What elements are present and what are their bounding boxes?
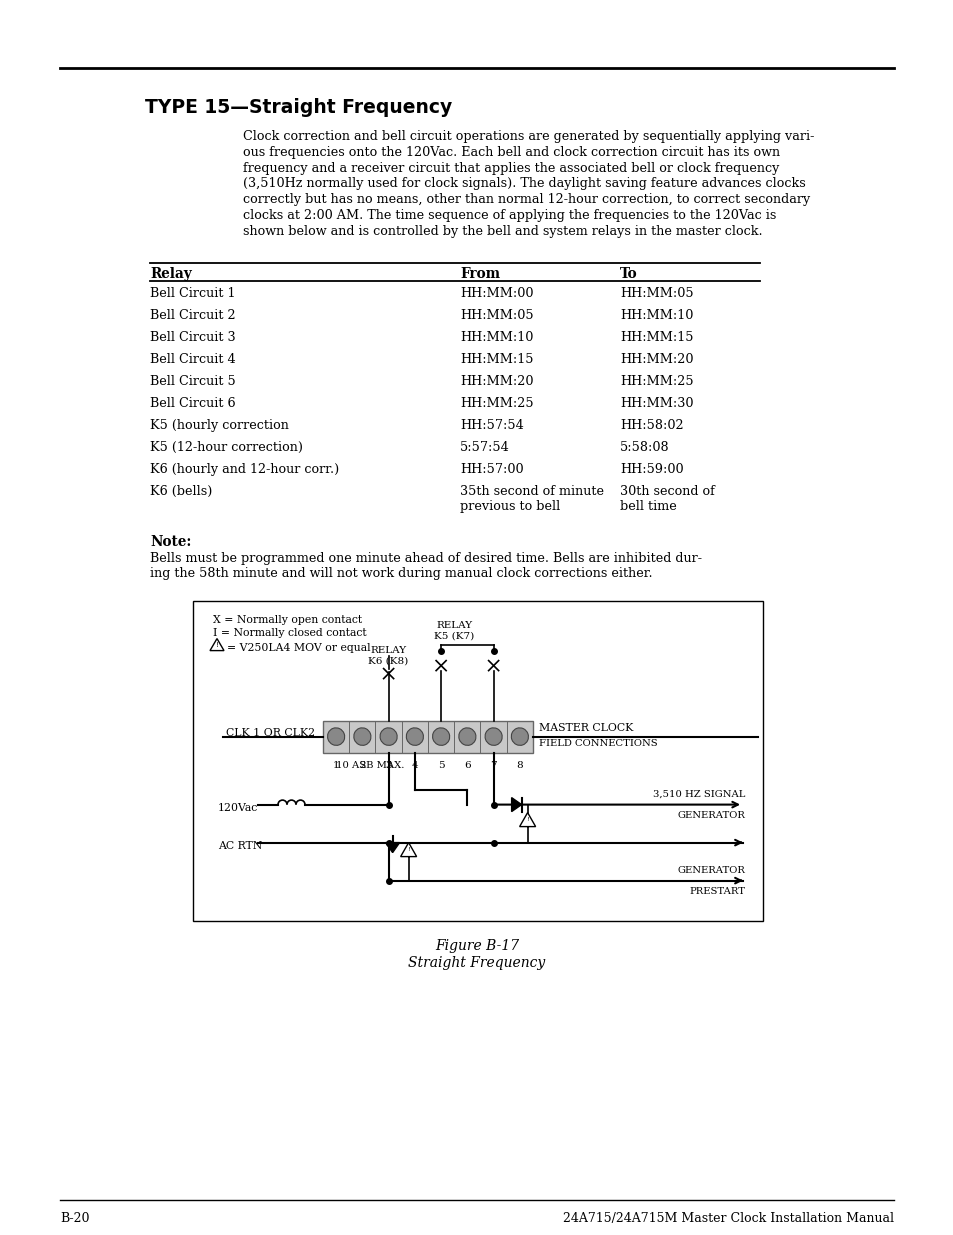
Text: HH:MM:05: HH:MM:05	[459, 309, 533, 321]
Text: shown below and is controlled by the bell and system relays in the master clock.: shown below and is controlled by the bel…	[243, 225, 761, 238]
Text: HH:MM:15: HH:MM:15	[619, 331, 693, 343]
Ellipse shape	[379, 727, 396, 746]
Ellipse shape	[406, 727, 423, 746]
Text: To: To	[619, 267, 637, 280]
Text: ous frequencies onto the 120Vac. Each bell and clock correction circuit has its : ous frequencies onto the 120Vac. Each be…	[243, 146, 780, 159]
Text: HH:MM:10: HH:MM:10	[459, 331, 533, 343]
Text: HH:MM:20: HH:MM:20	[459, 374, 533, 388]
Text: ing the 58th minute and will not work during manual clock corrections either.: ing the 58th minute and will not work du…	[150, 567, 652, 580]
Polygon shape	[385, 842, 399, 852]
Text: K5 (hourly correction: K5 (hourly correction	[150, 419, 289, 431]
Text: B-20: B-20	[60, 1212, 90, 1225]
Text: TYPE 15—Straight Frequency: TYPE 15—Straight Frequency	[145, 98, 452, 117]
Text: 30th second of: 30th second of	[619, 484, 714, 498]
Ellipse shape	[432, 727, 449, 746]
Text: 5:58:08: 5:58:08	[619, 441, 669, 453]
Text: HH:MM:25: HH:MM:25	[619, 374, 693, 388]
Text: 6: 6	[463, 761, 470, 769]
Text: 4: 4	[411, 761, 417, 769]
Text: PRESTART: PRESTART	[688, 887, 744, 895]
Text: 35th second of minute: 35th second of minute	[459, 484, 603, 498]
Text: HH:MM:15: HH:MM:15	[459, 353, 533, 366]
Ellipse shape	[484, 727, 501, 746]
Text: Note:: Note:	[150, 535, 192, 548]
Text: HH:MM:00: HH:MM:00	[459, 287, 533, 300]
Ellipse shape	[458, 727, 476, 746]
Text: Straight Frequency: Straight Frequency	[408, 956, 545, 969]
Text: HH:MM:30: HH:MM:30	[619, 396, 693, 410]
Text: K6 (bells): K6 (bells)	[150, 484, 213, 498]
Text: 5:57:54: 5:57:54	[459, 441, 509, 453]
Text: 3,510 HZ SIGNAL: 3,510 HZ SIGNAL	[652, 789, 744, 799]
Text: HH:MM:20: HH:MM:20	[619, 353, 693, 366]
Polygon shape	[519, 813, 535, 826]
Text: From: From	[459, 267, 499, 280]
Text: 7: 7	[490, 761, 497, 769]
Text: K6 (hourly and 12-hour corr.): K6 (hourly and 12-hour corr.)	[150, 463, 339, 475]
Text: GENERATOR: GENERATOR	[677, 810, 744, 820]
Text: MASTER CLOCK: MASTER CLOCK	[538, 722, 633, 732]
Ellipse shape	[327, 727, 344, 746]
Text: 2: 2	[358, 761, 365, 769]
Text: !: !	[526, 816, 528, 821]
Ellipse shape	[511, 727, 528, 746]
Polygon shape	[400, 842, 416, 857]
Text: K5 (K7): K5 (K7)	[434, 631, 474, 641]
Text: 120Vac: 120Vac	[218, 803, 258, 813]
Text: Bell Circuit 3: Bell Circuit 3	[150, 331, 235, 343]
Text: bell time: bell time	[619, 500, 676, 513]
Text: Bell Circuit 1: Bell Circuit 1	[150, 287, 235, 300]
Text: Relay: Relay	[150, 267, 192, 280]
Bar	[323, 720, 533, 752]
Text: RELAY: RELAY	[436, 621, 472, 630]
Polygon shape	[210, 638, 224, 651]
Text: Figure B-17: Figure B-17	[435, 939, 518, 952]
Text: HH:MM:05: HH:MM:05	[619, 287, 693, 300]
Text: HH:58:02: HH:58:02	[619, 419, 683, 431]
Text: Bell Circuit 2: Bell Circuit 2	[150, 309, 235, 321]
Text: HH:57:54: HH:57:54	[459, 419, 523, 431]
Text: clocks at 2:00 AM. The time sequence of applying the frequencies to the 120Vac i: clocks at 2:00 AM. The time sequence of …	[243, 209, 776, 222]
Text: 5: 5	[437, 761, 444, 769]
Text: HH:MM:25: HH:MM:25	[459, 396, 533, 410]
Text: correctly but has no means, other than normal 12-hour correction, to correct sec: correctly but has no means, other than n…	[243, 193, 809, 206]
Polygon shape	[511, 798, 521, 811]
Text: 10 ASB MAX.: 10 ASB MAX.	[335, 761, 404, 769]
Text: RELAY: RELAY	[370, 646, 406, 655]
Text: Bell Circuit 6: Bell Circuit 6	[150, 396, 235, 410]
Ellipse shape	[354, 727, 371, 746]
Text: frequency and a receiver circuit that applies the associated bell or clock frequ: frequency and a receiver circuit that ap…	[243, 162, 779, 174]
Text: HH:59:00: HH:59:00	[619, 463, 683, 475]
Text: 3: 3	[385, 761, 392, 769]
Text: I = Normally closed contact: I = Normally closed contact	[213, 627, 366, 637]
Text: X = Normally open contact: X = Normally open contact	[213, 615, 362, 625]
Text: 24A715/24A715M Master Clock Installation Manual: 24A715/24A715M Master Clock Installation…	[562, 1212, 893, 1225]
Text: (3,510Hz normally used for clock signals). The daylight saving feature advances : (3,510Hz normally used for clock signals…	[243, 178, 805, 190]
Text: FIELD CONNECTIONS: FIELD CONNECTIONS	[538, 739, 657, 747]
Text: Bell Circuit 5: Bell Circuit 5	[150, 374, 235, 388]
Text: AC RTN: AC RTN	[218, 841, 262, 851]
Text: HH:MM:10: HH:MM:10	[619, 309, 693, 321]
Text: !: !	[215, 642, 218, 647]
Text: CLK 1 OR CLK2: CLK 1 OR CLK2	[226, 727, 314, 737]
Bar	[193, 600, 762, 920]
Text: 8: 8	[516, 761, 522, 769]
Text: previous to bell: previous to bell	[459, 500, 559, 513]
Text: K6 (K8): K6 (K8)	[368, 657, 408, 666]
Text: !: !	[407, 847, 410, 852]
Text: 1: 1	[333, 761, 339, 769]
Text: K5 (12-hour correction): K5 (12-hour correction)	[150, 441, 303, 453]
Text: Bells must be programmed one minute ahead of desired time. Bells are inhibited d: Bells must be programmed one minute ahea…	[150, 552, 701, 564]
Text: GENERATOR: GENERATOR	[677, 866, 744, 874]
Text: Bell Circuit 4: Bell Circuit 4	[150, 353, 235, 366]
Text: HH:57:00: HH:57:00	[459, 463, 523, 475]
Text: Clock correction and bell circuit operations are generated by sequentially apply: Clock correction and bell circuit operat…	[243, 130, 814, 143]
Text: = V250LA4 MOV or equal: = V250LA4 MOV or equal	[227, 642, 370, 652]
